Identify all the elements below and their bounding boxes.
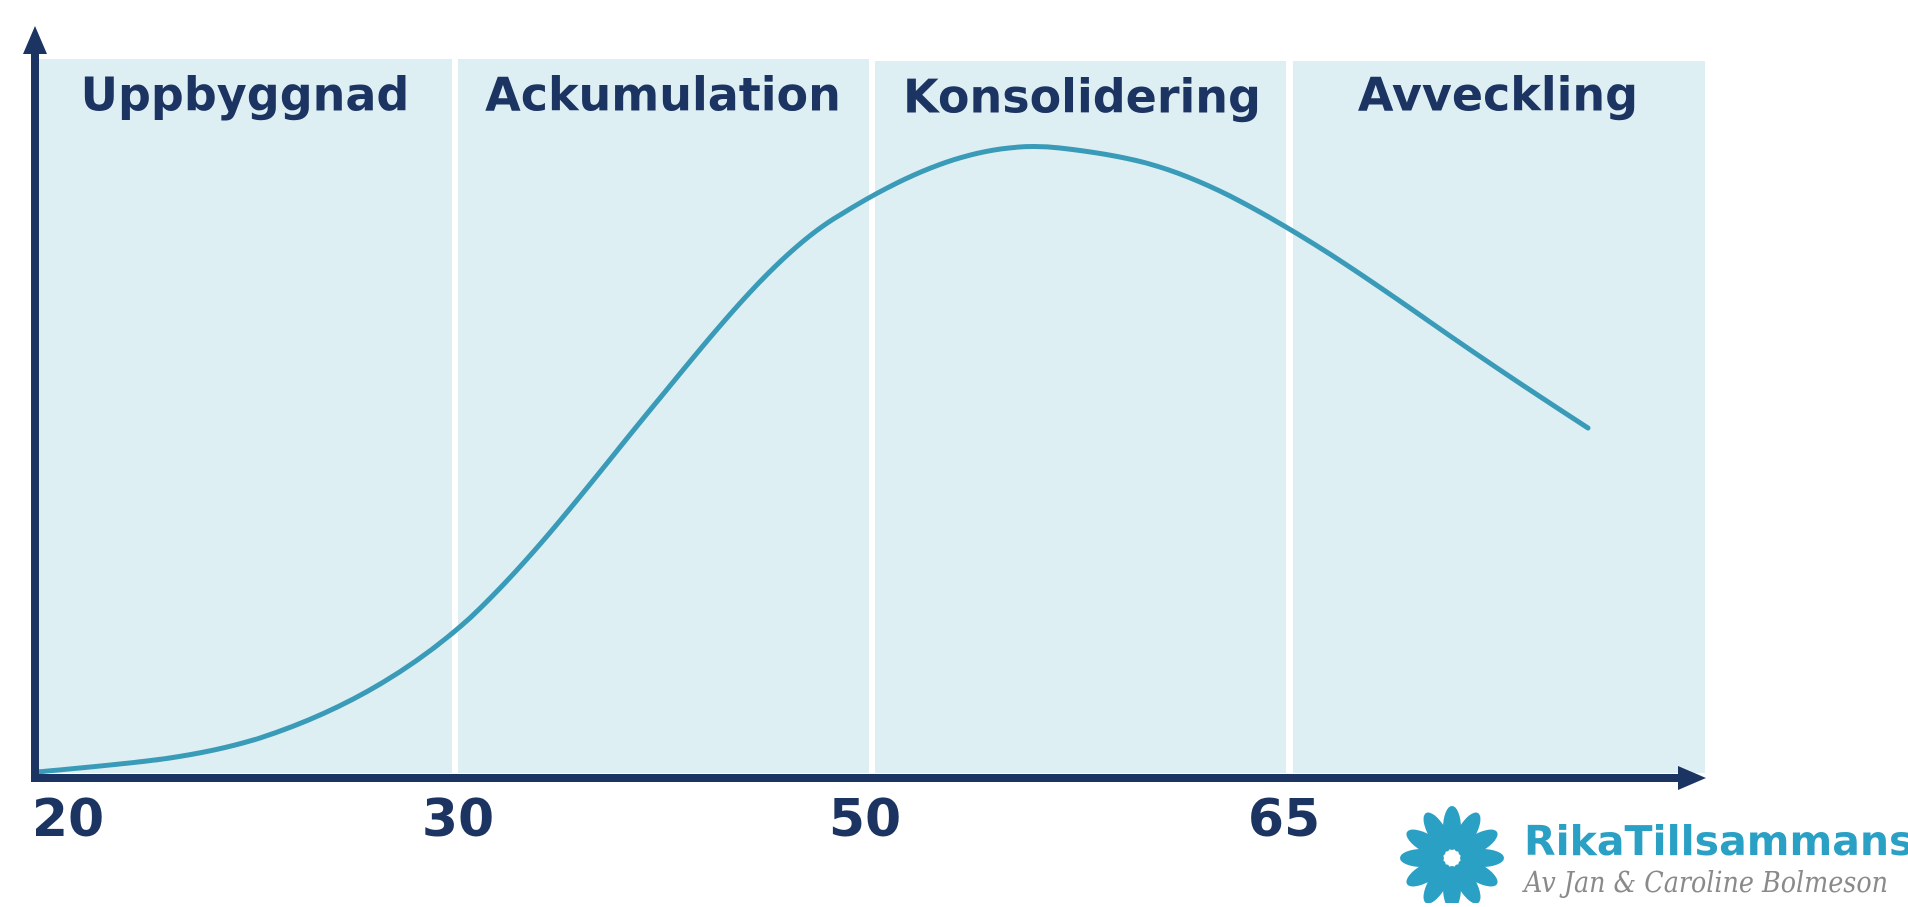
x-label: 20 <box>32 789 104 849</box>
y-axis-arrow <box>23 26 47 54</box>
band <box>458 59 869 773</box>
logo-icon <box>1400 806 1504 907</box>
phase-bands <box>36 59 1705 773</box>
phase-label: Ackumulation <box>485 68 841 122</box>
band <box>36 59 452 773</box>
x-label: 30 <box>422 789 494 849</box>
x-label: 50 <box>829 789 901 849</box>
phase-label: Uppbyggnad <box>81 68 410 122</box>
axes <box>23 26 1706 790</box>
logo-tagline: Av Jan & Caroline Bolmeson <box>1521 865 1888 899</box>
band <box>875 61 1286 773</box>
x-axis-arrow <box>1678 766 1706 790</box>
curve <box>34 144 1591 775</box>
phase-label: Avveckling <box>1358 68 1638 122</box>
band <box>1293 61 1705 773</box>
phase-label: Konsolidering <box>903 70 1261 124</box>
logo-name: RikaTillsammans <box>1524 817 1908 865</box>
x-label: 65 <box>1248 789 1320 849</box>
